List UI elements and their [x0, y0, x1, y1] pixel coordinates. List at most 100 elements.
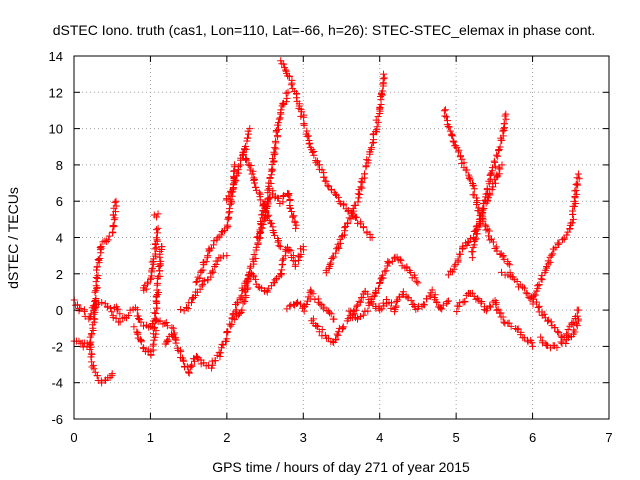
- data-point: [443, 298, 451, 306]
- data-point: [448, 132, 456, 140]
- data-point: [223, 327, 231, 335]
- data-point: [249, 271, 257, 279]
- data-point: [243, 156, 251, 164]
- data-point: [445, 297, 452, 305]
- data-point: [288, 79, 296, 87]
- data-point: [504, 260, 512, 268]
- data-point: [474, 294, 482, 302]
- data-point: [225, 192, 233, 200]
- data-point: [285, 73, 293, 81]
- data-point: [196, 274, 204, 282]
- data-point: [274, 125, 282, 133]
- data-point: [494, 152, 502, 160]
- data-point: [428, 286, 436, 294]
- data-point: [356, 312, 364, 320]
- data-point: [232, 177, 240, 185]
- data-point: [507, 322, 515, 330]
- data-point: [572, 181, 580, 189]
- data-point: [448, 130, 456, 138]
- data-point: [247, 162, 255, 170]
- data-point: [211, 357, 219, 365]
- data-point: [227, 322, 235, 330]
- data-point: [280, 255, 288, 263]
- data-point: [194, 273, 202, 281]
- data-point: [264, 186, 272, 194]
- data-point: [90, 302, 98, 310]
- data-point: [137, 318, 145, 326]
- data-point: [313, 157, 321, 165]
- data-point: [549, 250, 557, 258]
- data-point: [152, 310, 160, 318]
- data-point: [139, 322, 147, 330]
- data-point: [502, 110, 510, 118]
- data-point: [501, 112, 509, 120]
- data-point: [572, 200, 580, 208]
- data-point: [575, 175, 583, 183]
- data-point: [92, 287, 100, 295]
- data-point: [354, 219, 362, 227]
- data-point: [83, 339, 91, 347]
- data-point: [233, 299, 241, 307]
- data-point: [252, 254, 260, 262]
- data-point: [353, 302, 361, 310]
- data-point: [280, 60, 288, 68]
- data-point: [557, 338, 565, 346]
- data-point: [91, 315, 99, 323]
- data-point: [350, 310, 358, 318]
- data-point: [433, 298, 441, 306]
- data-point: [223, 221, 231, 229]
- data-point: [180, 357, 188, 365]
- data-point: [241, 142, 249, 150]
- data-point: [441, 112, 449, 120]
- data-point: [246, 125, 254, 133]
- data-point: [326, 261, 334, 269]
- data-point: [413, 278, 421, 286]
- data-point: [482, 190, 490, 198]
- data-point: [151, 315, 159, 323]
- data-point: [145, 323, 153, 331]
- data-point: [468, 289, 476, 297]
- data-point: [139, 344, 147, 352]
- data-point: [184, 305, 192, 313]
- data-point: [491, 158, 499, 166]
- data-point: [411, 274, 419, 282]
- data-point: [224, 328, 232, 336]
- data-point: [359, 311, 367, 319]
- data-point: [568, 319, 576, 327]
- data-point: [305, 140, 313, 148]
- data-point: [542, 340, 550, 348]
- data-point: [491, 162, 499, 170]
- data-point: [79, 343, 87, 351]
- data-point: [569, 215, 577, 223]
- data-point: [555, 239, 563, 247]
- data-point: [254, 283, 262, 291]
- data-point: [520, 284, 528, 292]
- data-point: [464, 239, 472, 247]
- data-point: [380, 74, 388, 82]
- data-point: [271, 150, 279, 158]
- data-point: [126, 306, 134, 314]
- data-point: [391, 308, 399, 316]
- data-point: [282, 98, 290, 106]
- data-point: [382, 267, 390, 275]
- data-point: [563, 330, 571, 338]
- data-point: [487, 303, 495, 311]
- data-point: [414, 279, 422, 287]
- data-point: [356, 190, 364, 198]
- data-point: [269, 155, 277, 163]
- data-point: [231, 176, 239, 184]
- data-point: [306, 295, 314, 303]
- data-point: [169, 324, 177, 332]
- y-tick-label: 2: [56, 267, 63, 282]
- data-point: [506, 261, 514, 269]
- data-point: [387, 304, 395, 312]
- data-point: [438, 305, 446, 313]
- data-point: [208, 364, 216, 372]
- data-point: [163, 338, 171, 346]
- data-point: [499, 313, 507, 321]
- data-point: [290, 212, 298, 220]
- data-point: [495, 146, 503, 154]
- data-point: [360, 170, 368, 178]
- data-point: [573, 320, 581, 328]
